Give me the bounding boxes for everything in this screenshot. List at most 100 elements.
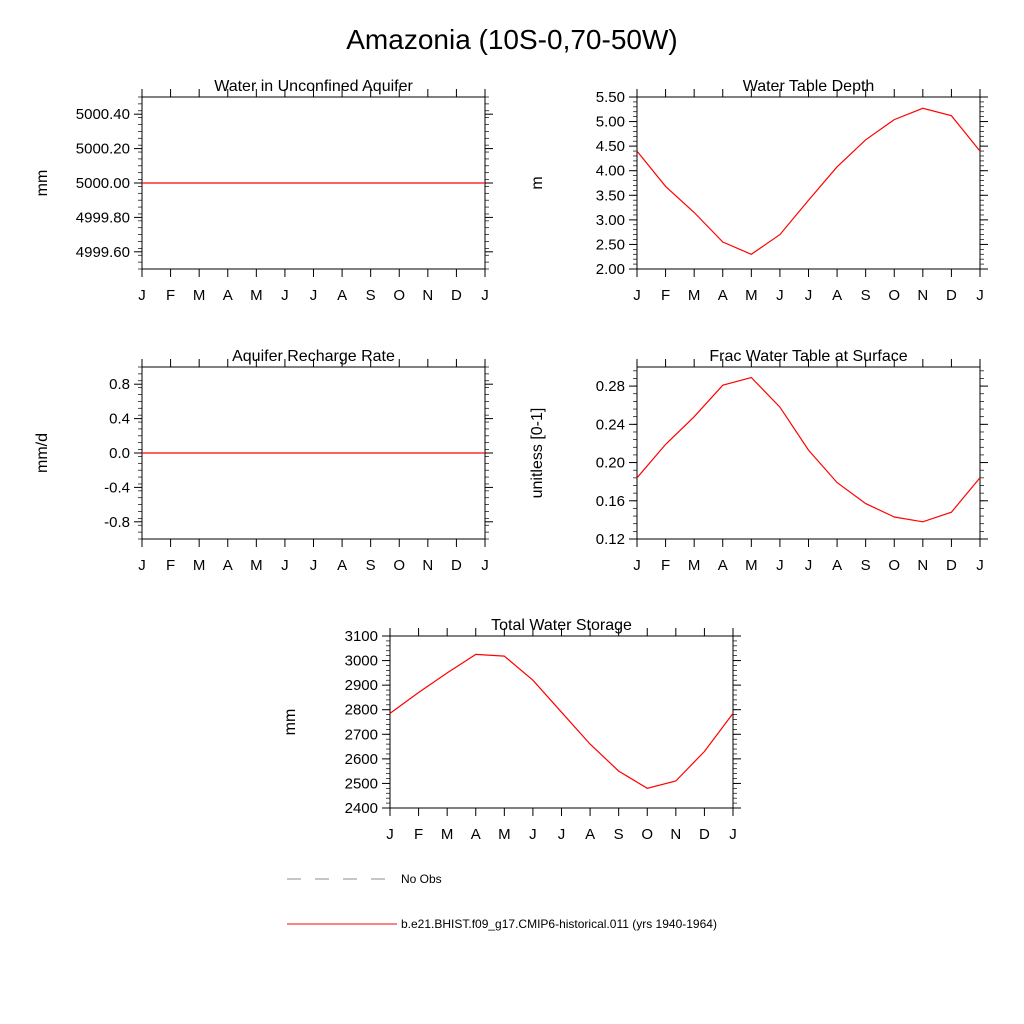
y-tick-label: 4.00: [596, 163, 625, 180]
y-axis-label: mm/d: [34, 433, 51, 473]
y-tick-label: 0.12: [596, 531, 625, 548]
x-tick-label: J: [386, 826, 394, 843]
x-tick-label: A: [337, 287, 347, 304]
figure-title: Amazonia (10S-0,70-50W): [346, 24, 677, 55]
x-tick-label: S: [861, 287, 871, 304]
x-tick-label: J: [558, 826, 566, 843]
x-tick-label: N: [917, 287, 928, 304]
y-tick-label: 2.50: [596, 236, 625, 253]
x-tick-label: M: [745, 287, 758, 304]
chart-title: Aquifer Recharge Rate: [232, 348, 395, 365]
y-tick-label: -0.4: [104, 479, 130, 496]
series-line: [636, 376, 981, 523]
x-tick-label: F: [166, 287, 175, 304]
x-tick-label: J: [776, 557, 784, 574]
x-tick-label: O: [393, 287, 405, 304]
x-tick-label: J: [976, 557, 984, 574]
x-tick-label: J: [481, 557, 489, 574]
y-tick-label: 5000.20: [76, 141, 130, 158]
x-tick-label: J: [805, 287, 813, 304]
y-tick-label: -0.8: [104, 514, 130, 531]
y-axis-label: m: [529, 176, 546, 189]
x-tick-label: J: [281, 557, 289, 574]
x-tick-label: M: [441, 826, 454, 843]
x-tick-label: F: [661, 287, 670, 304]
series-line: [636, 107, 981, 255]
x-tick-label: F: [661, 557, 670, 574]
chart-title: Total Water Storage: [491, 617, 632, 634]
x-tick-label: D: [451, 557, 462, 574]
y-tick-label: 5000.00: [76, 175, 130, 192]
x-tick-label: S: [366, 557, 376, 574]
y-tick-label: 0.0: [109, 445, 130, 462]
y-tick-label: 5.00: [596, 114, 625, 131]
legend-label-no-obs: No Obs: [401, 872, 442, 886]
y-tick-label: 4999.80: [76, 209, 130, 226]
y-tick-label: 0.4: [109, 411, 130, 428]
y-tick-label: 2800: [345, 702, 378, 719]
x-tick-label: J: [976, 287, 984, 304]
y-tick-label: 2500: [345, 775, 378, 792]
x-tick-label: D: [699, 826, 710, 843]
legend-label-model: b.e21.BHIST.f09_g17.CMIP6-historical.011…: [401, 917, 717, 931]
x-tick-label: N: [422, 557, 433, 574]
x-tick-label: A: [337, 557, 347, 574]
x-tick-label: J: [281, 287, 289, 304]
x-tick-label: J: [729, 826, 737, 843]
x-tick-label: M: [193, 287, 206, 304]
y-tick-label: 0.20: [596, 455, 625, 472]
x-tick-label: M: [250, 287, 263, 304]
x-tick-label: N: [422, 287, 433, 304]
y-tick-label: 2700: [345, 726, 378, 743]
y-axis-label: mm: [282, 709, 299, 736]
x-tick-label: F: [414, 826, 423, 843]
y-tick-label: 2900: [345, 677, 378, 694]
x-tick-label: S: [366, 287, 376, 304]
chart-frac-water-table: Frac Water Table at Surface unitless [0-1…: [529, 348, 988, 574]
x-tick-label: A: [471, 826, 481, 843]
y-tick-label: 0.28: [596, 378, 625, 395]
x-tick-label: D: [946, 287, 957, 304]
x-tick-label: M: [688, 557, 701, 574]
x-tick-label: A: [223, 287, 233, 304]
x-tick-label: A: [718, 557, 728, 574]
legend: No Obs b.e21.BHIST.f09_g17.CMIP6-histori…: [287, 872, 717, 931]
y-tick-label: 2400: [345, 800, 378, 817]
x-tick-label: J: [776, 287, 784, 304]
y-tick-label: 0.24: [596, 416, 625, 433]
y-tick-label: 3.00: [596, 212, 625, 229]
y-axis-label: mm: [34, 170, 51, 197]
x-tick-label: N: [917, 557, 928, 574]
x-tick-label: A: [832, 557, 842, 574]
plot-frame: [636, 366, 981, 540]
plot-frame: [636, 96, 981, 270]
x-tick-label: J: [481, 287, 489, 304]
y-tick-label: 2600: [345, 751, 378, 768]
x-tick-label: O: [888, 557, 900, 574]
series-line: [389, 653, 734, 789]
x-tick-label: D: [451, 287, 462, 304]
y-tick-label: 0.16: [596, 493, 625, 510]
x-tick-label: O: [393, 557, 405, 574]
x-tick-label: S: [614, 826, 624, 843]
x-tick-label: O: [888, 287, 900, 304]
x-tick-label: M: [688, 287, 701, 304]
x-tick-label: J: [138, 557, 146, 574]
x-tick-label: M: [193, 557, 206, 574]
y-tick-label: 4999.60: [76, 244, 130, 261]
x-tick-label: J: [138, 287, 146, 304]
chart-title: Frac Water Table at Surface: [709, 348, 907, 365]
x-tick-label: J: [633, 287, 641, 304]
x-tick-label: J: [310, 557, 318, 574]
x-tick-label: O: [641, 826, 653, 843]
x-tick-label: J: [310, 287, 318, 304]
x-tick-label: J: [633, 557, 641, 574]
y-tick-label: 4.50: [596, 138, 625, 155]
plot-frame: [389, 635, 734, 809]
x-tick-label: N: [670, 826, 681, 843]
y-tick-label: 3.50: [596, 187, 625, 204]
